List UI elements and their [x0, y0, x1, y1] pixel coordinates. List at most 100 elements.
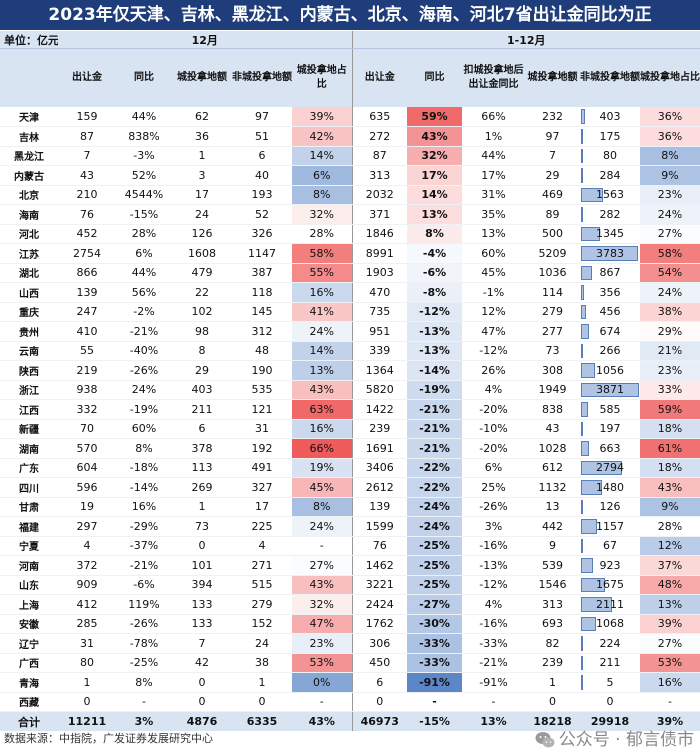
data-bar-outline — [581, 226, 601, 241]
table-cell: - — [292, 692, 353, 712]
table-cell: 9% — [640, 497, 700, 517]
cell-value: 596 — [76, 480, 98, 494]
table-cell: 9% — [640, 165, 700, 186]
cell-value: 239 — [369, 422, 391, 436]
table-cell: 98 — [172, 321, 232, 342]
cell-value: 2032 — [365, 188, 394, 202]
cell-value: 56% — [131, 285, 157, 299]
cell-value: 1% — [484, 129, 503, 143]
table-row: 四川 596 -14% 269 327 45% 2612 -22% 25% 1132 1480 43% — [0, 477, 700, 498]
table-cell: 17% — [407, 165, 463, 186]
cell-value: 53% — [309, 656, 334, 670]
watermark: 公众号 · 郁言债市 — [535, 725, 694, 750]
province-cell: 宁夏 — [0, 536, 58, 556]
table-cell: 27% — [640, 633, 700, 654]
table-cell: 1 — [525, 672, 581, 693]
table-cell: 56% — [116, 282, 172, 303]
cell-value: 3871 — [596, 383, 625, 397]
table-cell: 39% — [640, 614, 700, 634]
cell-value: 43% — [309, 578, 334, 592]
table-cell: -19% — [407, 380, 463, 400]
table-cell: 13% — [640, 594, 700, 615]
table-cell: 31 — [232, 419, 292, 439]
cell-value: 0 — [606, 695, 614, 709]
table-cell: 126 — [172, 224, 232, 244]
cell-value: 282 — [599, 207, 621, 221]
cell-value: -30% — [419, 617, 450, 631]
table-cell: 7 — [58, 146, 116, 166]
data-bar-outline — [581, 265, 593, 280]
table-cell: 500 — [525, 224, 581, 244]
table-cell: - — [640, 692, 700, 712]
cell-value: 28% — [131, 227, 157, 241]
table-cell: 279 — [525, 302, 581, 322]
data-bar — [581, 246, 638, 261]
table-cell: 43% — [292, 380, 353, 400]
cell-value: 126 — [599, 500, 621, 514]
table-cell: -12% — [462, 575, 526, 595]
cell-value: 8991 — [365, 246, 394, 260]
cell-value: 211 — [599, 656, 621, 670]
cell-value: 838% — [128, 129, 160, 143]
cell-value: 63% — [309, 402, 334, 416]
cell-value: 66% — [309, 441, 334, 455]
table-cell: 8% — [116, 672, 172, 693]
cell-value: -3% — [133, 149, 155, 163]
cell-value: 491 — [251, 461, 273, 475]
table-cell: 1422 — [351, 399, 408, 420]
data-bar — [581, 109, 586, 124]
province-name: 安徽 — [19, 620, 39, 632]
cell-value: 1 — [198, 500, 206, 514]
table-cell: -33% — [407, 633, 463, 654]
cell-value: 663 — [599, 441, 621, 455]
table-cell: 1462 — [351, 555, 408, 576]
table-cell: 239 — [525, 653, 581, 673]
table-cell: 515 — [232, 575, 292, 595]
cell-value: 27% — [657, 227, 683, 241]
cell-value: 24 — [195, 207, 209, 221]
cell-value: 39% — [309, 110, 334, 123]
cell-value: -91% — [479, 675, 508, 689]
cell-value: 4% — [484, 597, 503, 611]
table-cell: 3406 — [351, 458, 408, 478]
table-cell: 44% — [116, 107, 172, 127]
province-cell: 海南 — [0, 204, 58, 225]
cell-value: 394 — [191, 578, 213, 592]
cell-value: 371 — [369, 207, 391, 221]
cell-value: 43 — [545, 422, 560, 436]
cell-value: 5820 — [365, 383, 394, 397]
table-title: 2023年仅天津、吉林、黑龙江、内蒙古、北京、海南、河北7省出让金同比为正 — [0, 0, 700, 30]
cell-value: 6 — [376, 675, 384, 689]
cell-value: 70 — [80, 422, 94, 436]
table-cell: 308 — [525, 360, 581, 381]
cell-value: -1% — [482, 285, 505, 299]
table-cell: 1 — [232, 672, 292, 693]
cell-value: 29 — [195, 363, 209, 377]
table-cell: 17 — [232, 497, 292, 517]
cell-value: 0 — [198, 675, 206, 689]
cell-value: 12% — [481, 305, 506, 319]
table-cell: 7 — [525, 146, 581, 166]
cell-value: 58% — [657, 246, 683, 260]
cell-value: - — [319, 539, 324, 553]
table-cell: 133 — [172, 594, 232, 615]
table-cell: 76 — [351, 536, 408, 556]
table-cell: 2754 — [58, 243, 116, 264]
cell-value: 175 — [599, 129, 621, 143]
cell-value: 6 — [258, 149, 266, 163]
table-cell: 53% — [640, 653, 700, 673]
cell-value: -21% — [419, 402, 450, 416]
cell-value: 97 — [545, 129, 560, 143]
cell-value: 35% — [481, 207, 506, 221]
cell-value: 38% — [657, 305, 683, 319]
table-cell: 113 — [172, 458, 232, 478]
table-cell: 36% — [640, 126, 700, 147]
cell-value: 7 — [198, 636, 206, 650]
table-cell: 1 — [58, 672, 116, 693]
cell-value: 89 — [545, 207, 560, 221]
cell-value: 66% — [481, 110, 506, 123]
table-cell: 21% — [640, 341, 700, 361]
cell-value: 14% — [309, 149, 334, 163]
table-cell: 12% — [462, 302, 526, 322]
table-cell: 2612 — [351, 477, 408, 498]
